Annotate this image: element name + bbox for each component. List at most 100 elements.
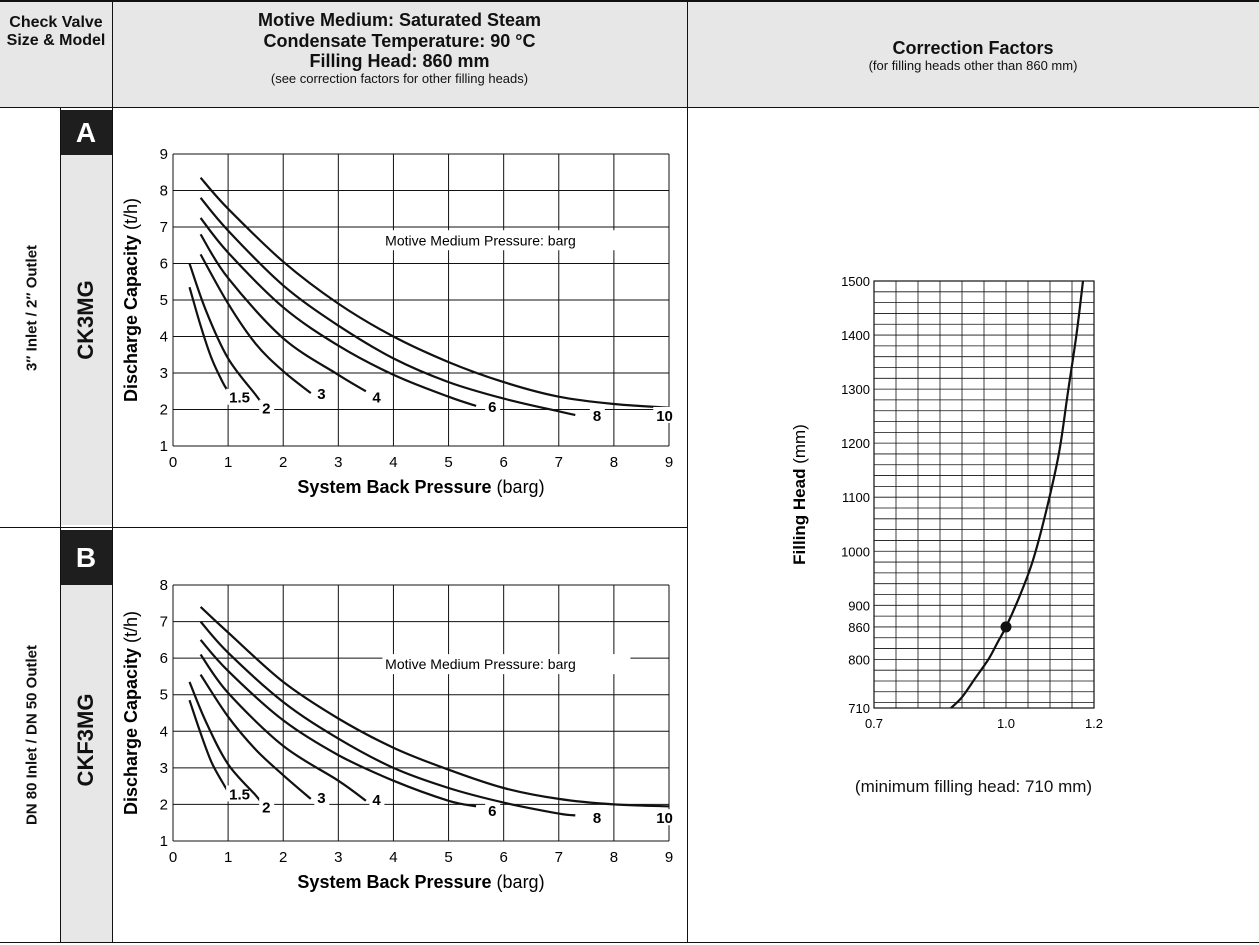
series-line-6 xyxy=(199,217,477,407)
y-tick-label: 5 xyxy=(160,687,168,704)
x-tick-label: 0.7 xyxy=(865,716,883,731)
y-tick-label: 1200 xyxy=(841,436,870,451)
series-label-8: 8 xyxy=(593,408,601,425)
series-line-1-5 xyxy=(188,699,230,793)
x-tick-label: 9 xyxy=(665,454,673,471)
series-label-2: 2 xyxy=(262,401,270,418)
plot-frame xyxy=(873,280,1095,709)
x-tick-label: 0 xyxy=(169,454,177,471)
series-line-10 xyxy=(199,606,670,808)
series-label-bg xyxy=(259,798,275,815)
y-tick-label: 1100 xyxy=(842,490,870,505)
x-axis-label-bold: System Back Pressure xyxy=(297,872,496,892)
y-tick-label: 3 xyxy=(160,760,168,777)
series-label-bg xyxy=(226,388,260,405)
correction-curve xyxy=(950,280,1085,709)
col-divider-2 xyxy=(687,0,688,943)
series-label-1-5: 1.5 xyxy=(229,390,250,407)
header-conditions: Motive Medium: Saturated Steam Condensat… xyxy=(112,10,687,87)
x-tick-label: 3 xyxy=(334,454,342,471)
y-tick-label: 2 xyxy=(160,402,168,419)
model-cell-b xyxy=(60,585,112,942)
y-axis-label-bold: Discharge Capacity xyxy=(121,230,141,402)
size-label-b: DN 80 Inlet / DN 50 Outlet xyxy=(23,644,41,826)
row-letter-b: B xyxy=(60,530,112,585)
series-line-4 xyxy=(199,653,367,802)
series-line-4 xyxy=(199,233,367,393)
series-line-8 xyxy=(199,620,576,817)
y-tick-label: 1000 xyxy=(841,544,870,559)
row-letter-a: A xyxy=(60,110,112,155)
model-label-b: CKF3MG xyxy=(73,693,98,787)
series-label-1-5: 1.5 xyxy=(229,786,250,803)
series-line-10 xyxy=(199,176,670,409)
series-label-4: 4 xyxy=(372,390,381,407)
y-tick-label: 3 xyxy=(160,365,168,382)
y-tick-label: 8 xyxy=(160,183,168,200)
y-tick-label: 1400 xyxy=(841,328,870,343)
annotation-background xyxy=(382,230,631,251)
col-divider-0 xyxy=(60,107,61,943)
series-label-bg xyxy=(485,397,501,414)
header-line-3: Filling Head: 860 mm xyxy=(309,51,490,72)
x-tick-label: 5 xyxy=(444,849,452,866)
reference-point-marker xyxy=(1000,621,1012,633)
x-tick-label: 7 xyxy=(555,849,563,866)
y-tick-label: 7 xyxy=(160,219,168,236)
x-axis-label-unit: (barg) xyxy=(497,477,545,497)
y-tick-label: 8 xyxy=(160,577,168,594)
x-tick-label: 9 xyxy=(665,849,673,866)
header-conditions-sub: (see correction factors for other fillin… xyxy=(270,71,529,87)
x-tick-label: 5 xyxy=(444,454,452,471)
y-tick-label: 7 xyxy=(160,614,168,631)
y-axis-label-bold: Filling Head xyxy=(790,464,809,565)
y-tick-label: 1 xyxy=(160,833,168,850)
x-tick-label: 7 xyxy=(555,454,563,471)
y-tick-label: 5 xyxy=(160,292,168,309)
series-label-6: 6 xyxy=(488,803,496,820)
x-tick-label: 4 xyxy=(389,454,397,471)
series-label-bg xyxy=(314,385,330,402)
y-tick-label: 1500 xyxy=(841,274,870,289)
y-axis-label-unit: (t/h) xyxy=(121,198,141,230)
y-axis-label: Discharge Capacity (t/h) xyxy=(121,611,141,815)
model-label-a: CK3MG xyxy=(73,280,98,360)
y-axis-label-bold: Discharge Capacity xyxy=(121,643,141,815)
x-tick-label: 6 xyxy=(499,849,507,866)
series-label-3: 3 xyxy=(317,386,325,403)
series-label-2: 2 xyxy=(262,799,270,816)
x-tick-label: 1 xyxy=(224,849,232,866)
correction-note: (minimum filling head: 710 mm) xyxy=(854,777,1093,796)
series-label-6: 6 xyxy=(488,399,496,416)
y-tick-label: 1 xyxy=(160,438,168,455)
header-background xyxy=(0,0,1259,107)
series-label-bg xyxy=(314,789,330,806)
header-bottom-line xyxy=(0,107,1259,108)
x-tick-label: 8 xyxy=(610,454,618,471)
series-label-8: 8 xyxy=(593,810,601,827)
series-line-3 xyxy=(199,253,312,394)
series-label-bg xyxy=(259,399,275,416)
x-tick-label: 1.0 xyxy=(997,716,1015,731)
series-line-1-5 xyxy=(188,286,230,392)
x-tick-label: 6 xyxy=(499,454,507,471)
header-correction-title: Correction Factors xyxy=(892,38,1054,58)
series-label-bg xyxy=(369,388,385,405)
y-tick-label: 1300 xyxy=(841,382,870,397)
x-tick-label: 4 xyxy=(389,849,397,866)
size-label-a: 3″ Inlet / 2″ Outlet xyxy=(23,244,41,372)
x-tick-label: 0 xyxy=(169,849,177,866)
header-size-model: Check Valve Size & Model xyxy=(6,14,106,50)
pressure-annotation: Motive Medium Pressure: barg xyxy=(385,232,576,248)
pressure-annotation: Motive Medium Pressure: barg xyxy=(385,656,576,672)
header-correction-sub: (for filling heads other than 860 mm) xyxy=(868,57,1078,73)
table-top-line xyxy=(0,0,1259,2)
annotation-background xyxy=(382,654,631,675)
header-line-1: Motive Medium: Saturated Steam xyxy=(257,10,542,30)
x-tick-label: 8 xyxy=(610,849,618,866)
y-tick-label: 4 xyxy=(160,723,168,740)
series-label-bg xyxy=(653,406,678,423)
y-axis-label: Discharge Capacity (t/h) xyxy=(121,198,141,402)
